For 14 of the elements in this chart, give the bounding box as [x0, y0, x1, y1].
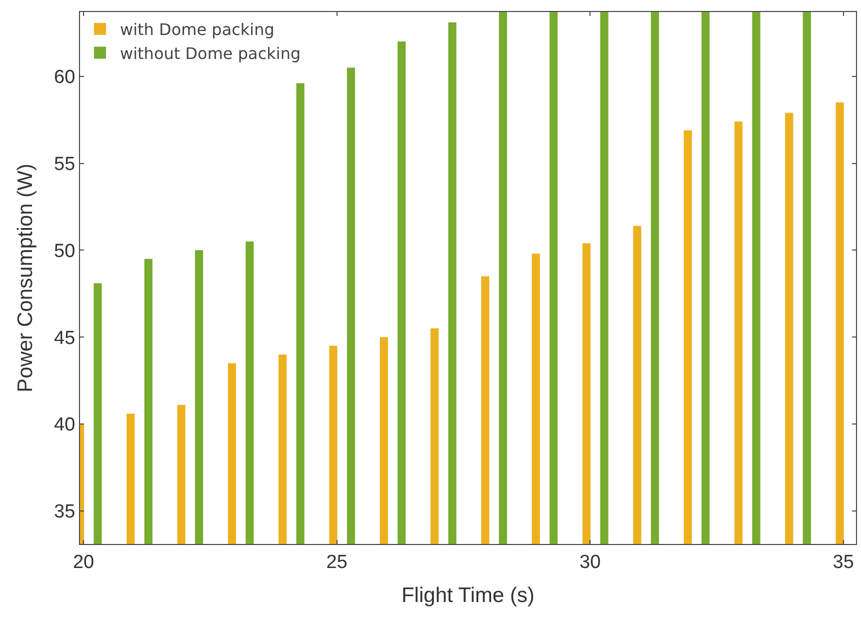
y-tick-label: 35 [54, 502, 76, 523]
x-axis-title: Flight Time (s) [401, 584, 535, 607]
y-tick-label: 45 [54, 328, 76, 349]
legend-label: with Dome packing [120, 20, 274, 40]
x-tick-label: 35 [832, 552, 854, 573]
x-tick-label: 30 [580, 552, 601, 573]
x-tick-label: 20 [72, 552, 94, 573]
x-tick-label: 25 [326, 552, 348, 573]
legend-label: without Dome packing [120, 44, 301, 63]
y-tick-label: 40 [54, 414, 76, 436]
y-tick-label: 55 [54, 154, 76, 175]
y-tick-label: 60 [54, 66, 76, 88]
y-axis-title: Power Consumption (W) [14, 164, 38, 392]
y-tick-label: 50 [54, 240, 76, 262]
